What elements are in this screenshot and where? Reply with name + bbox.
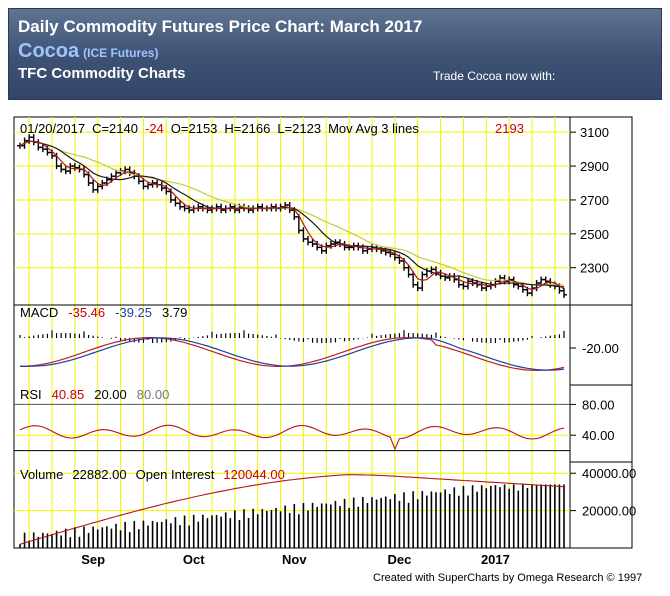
x-tick-label: Nov	[282, 552, 307, 567]
open-interest-line	[19, 474, 565, 545]
price-tick-label: 2300	[580, 261, 609, 276]
macd-header-item-1: -35.46	[68, 305, 105, 320]
rsi-header-item-2: 20.00	[94, 387, 127, 402]
rsi-header-item-0: RSI	[20, 387, 42, 402]
moving-average-line-0	[19, 140, 565, 286]
trade-link-text[interactable]: Trade Cocoa now with:	[433, 69, 556, 83]
volume-header-item-2: Open Interest	[136, 467, 215, 482]
x-tick-label: 2017	[481, 552, 510, 567]
volume-header-item-1: 22882.00	[72, 467, 126, 482]
price-header-item-1: C=2140	[92, 121, 138, 136]
moving-average-line-2	[19, 140, 565, 290]
price-tick-label: 2700	[580, 193, 609, 208]
price-tick-label: 2900	[580, 159, 609, 174]
header-banner: Daily Commodity Futures Price Chart: Mar…	[8, 8, 662, 100]
macd-tick-label: -20.00	[582, 341, 619, 356]
rsi-line	[19, 424, 565, 451]
price-tick-label: 3100	[580, 125, 609, 140]
price-header-item-0: 01/20/2017	[20, 121, 85, 136]
rsi-tick-label: 80.00	[582, 397, 615, 412]
ma-value: 2193	[495, 121, 524, 136]
chart-frame	[13, 116, 633, 549]
macd-header-item-2: -39.25	[115, 305, 152, 320]
commodity-name: Cocoa (ICE Futures)	[18, 40, 158, 63]
macd-header-item-3: 3.79	[162, 305, 187, 320]
credit-line: Created with SuperCharts by Omega Resear…	[373, 572, 643, 584]
volume-header-item-3: 120044.00	[223, 467, 284, 482]
commodity-label: Cocoa	[18, 40, 80, 62]
price-header-item-4: H=2166	[224, 121, 270, 136]
macd-line	[19, 336, 565, 372]
price-header-item-2: -24	[145, 121, 164, 136]
x-tick-label: Sep	[81, 552, 105, 567]
rsi-header-item-1: 40.85	[52, 387, 85, 402]
volume-tick-label: 40000.00	[582, 466, 636, 481]
x-tick-label: Dec	[387, 552, 411, 567]
volume-tick-label: 20000.00	[582, 504, 636, 519]
price-header-item-3: O=2153	[171, 121, 218, 136]
price-header-item-6: Mov Avg 3 lines	[328, 121, 419, 136]
x-tick-label: Oct	[183, 552, 205, 567]
macd-header-item-0: MACD	[20, 305, 58, 320]
rsi-header-item-3: 80.00	[137, 387, 170, 402]
macd-signal-line	[20, 337, 565, 371]
volume-header-item-0: Volume	[20, 467, 63, 482]
rsi-tick-label: 40.00	[582, 428, 615, 443]
price-tick-label: 2500	[580, 227, 609, 242]
price-header-item-5: L=2123	[277, 121, 321, 136]
exchange-label: (ICE Futures)	[83, 46, 159, 60]
chart-title: Daily Commodity Futures Price Chart: Mar…	[18, 17, 423, 36]
site-subtitle: TFC Commodity Charts	[18, 65, 186, 82]
